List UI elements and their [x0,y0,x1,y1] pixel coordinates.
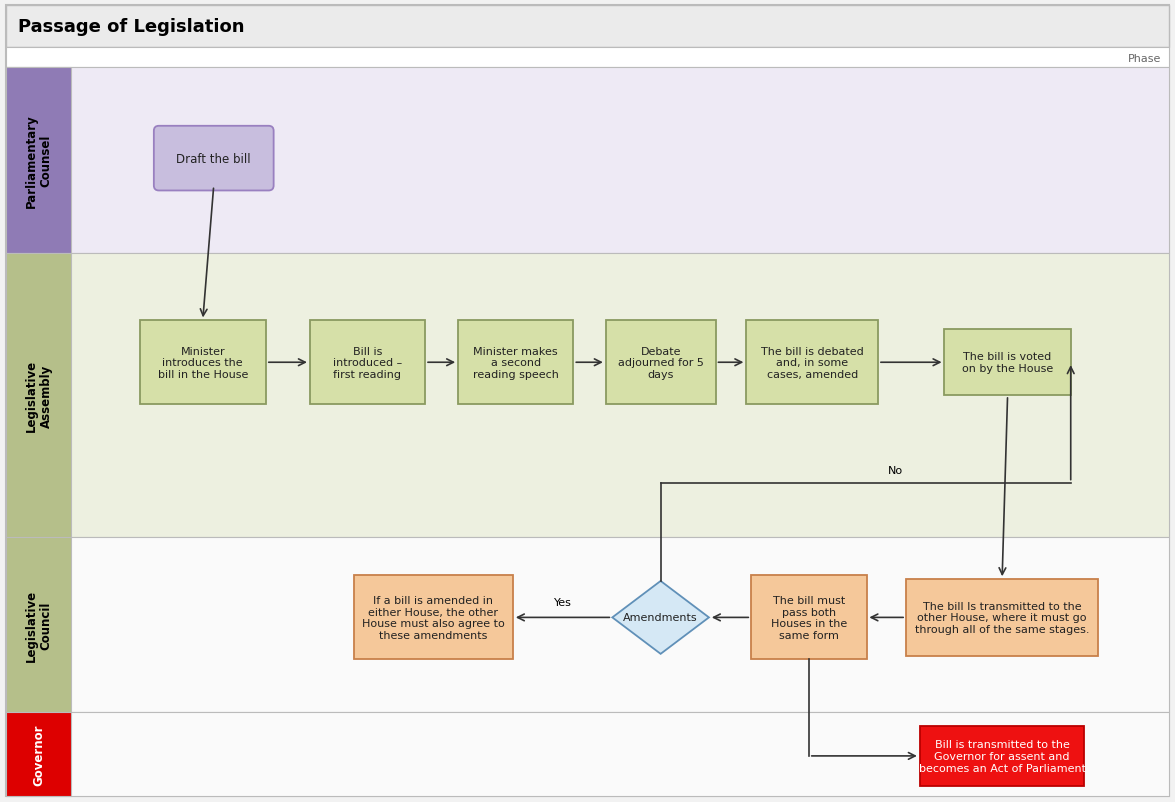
Text: The bill is debated
and, in some
cases, amended: The bill is debated and, in some cases, … [760,346,864,379]
Bar [458,321,573,405]
Bar [6,712,70,796]
Text: Passage of Legislation: Passage of Legislation [18,18,244,36]
Text: Legislative
Council: Legislative Council [25,589,53,661]
Bar [906,579,1099,656]
Text: Bill is
introduced –
first reading: Bill is introduced – first reading [333,346,402,379]
Text: Draft the bill: Draft the bill [176,152,251,165]
Bar [751,576,866,659]
Bar [6,48,1169,68]
Text: The bill Is transmitted to the
other House, where it must go
through all of the : The bill Is transmitted to the other Hou… [915,601,1089,634]
Text: If a bill is amended in
either House, the other
House must also agree to
these a: If a bill is amended in either House, th… [362,595,505,640]
Bar [6,253,70,537]
Bar [606,321,716,405]
Bar [6,68,70,253]
Bar [310,321,425,405]
Bar [920,726,1085,786]
Text: Bill is transmitted to the
Governor for assent and
becomes an Act of Parliament: Bill is transmitted to the Governor for … [919,739,1086,772]
Bar [6,537,1169,712]
Text: The bill is voted
on by the House: The bill is voted on by the House [962,352,1053,374]
Text: No: No [888,465,904,475]
Bar [746,321,878,405]
Bar [6,6,1169,48]
Bar [6,537,70,712]
Text: Minister makes
a second
reading speech: Minister makes a second reading speech [472,346,558,379]
Bar [6,68,1169,253]
Text: Governor: Governor [32,723,45,785]
Text: The bill must
pass both
Houses in the
same form: The bill must pass both Houses in the sa… [771,595,847,640]
Text: Parliamentary
Counsel: Parliamentary Counsel [25,114,53,208]
Polygon shape [612,581,709,654]
FancyBboxPatch shape [154,127,274,191]
Bar [140,321,266,405]
Text: Debate
adjourned for 5
days: Debate adjourned for 5 days [618,346,704,379]
Bar [6,253,1169,537]
Text: Yes: Yes [553,597,571,608]
Bar [6,712,1169,796]
Bar [354,576,513,659]
Text: Amendments: Amendments [623,613,698,622]
Text: Legislative
Assembly: Legislative Assembly [25,359,53,431]
Text: Minister
introduces the
bill in the House: Minister introduces the bill in the Hous… [157,346,248,379]
Bar [945,330,1070,395]
Text: Phase: Phase [1128,54,1161,64]
